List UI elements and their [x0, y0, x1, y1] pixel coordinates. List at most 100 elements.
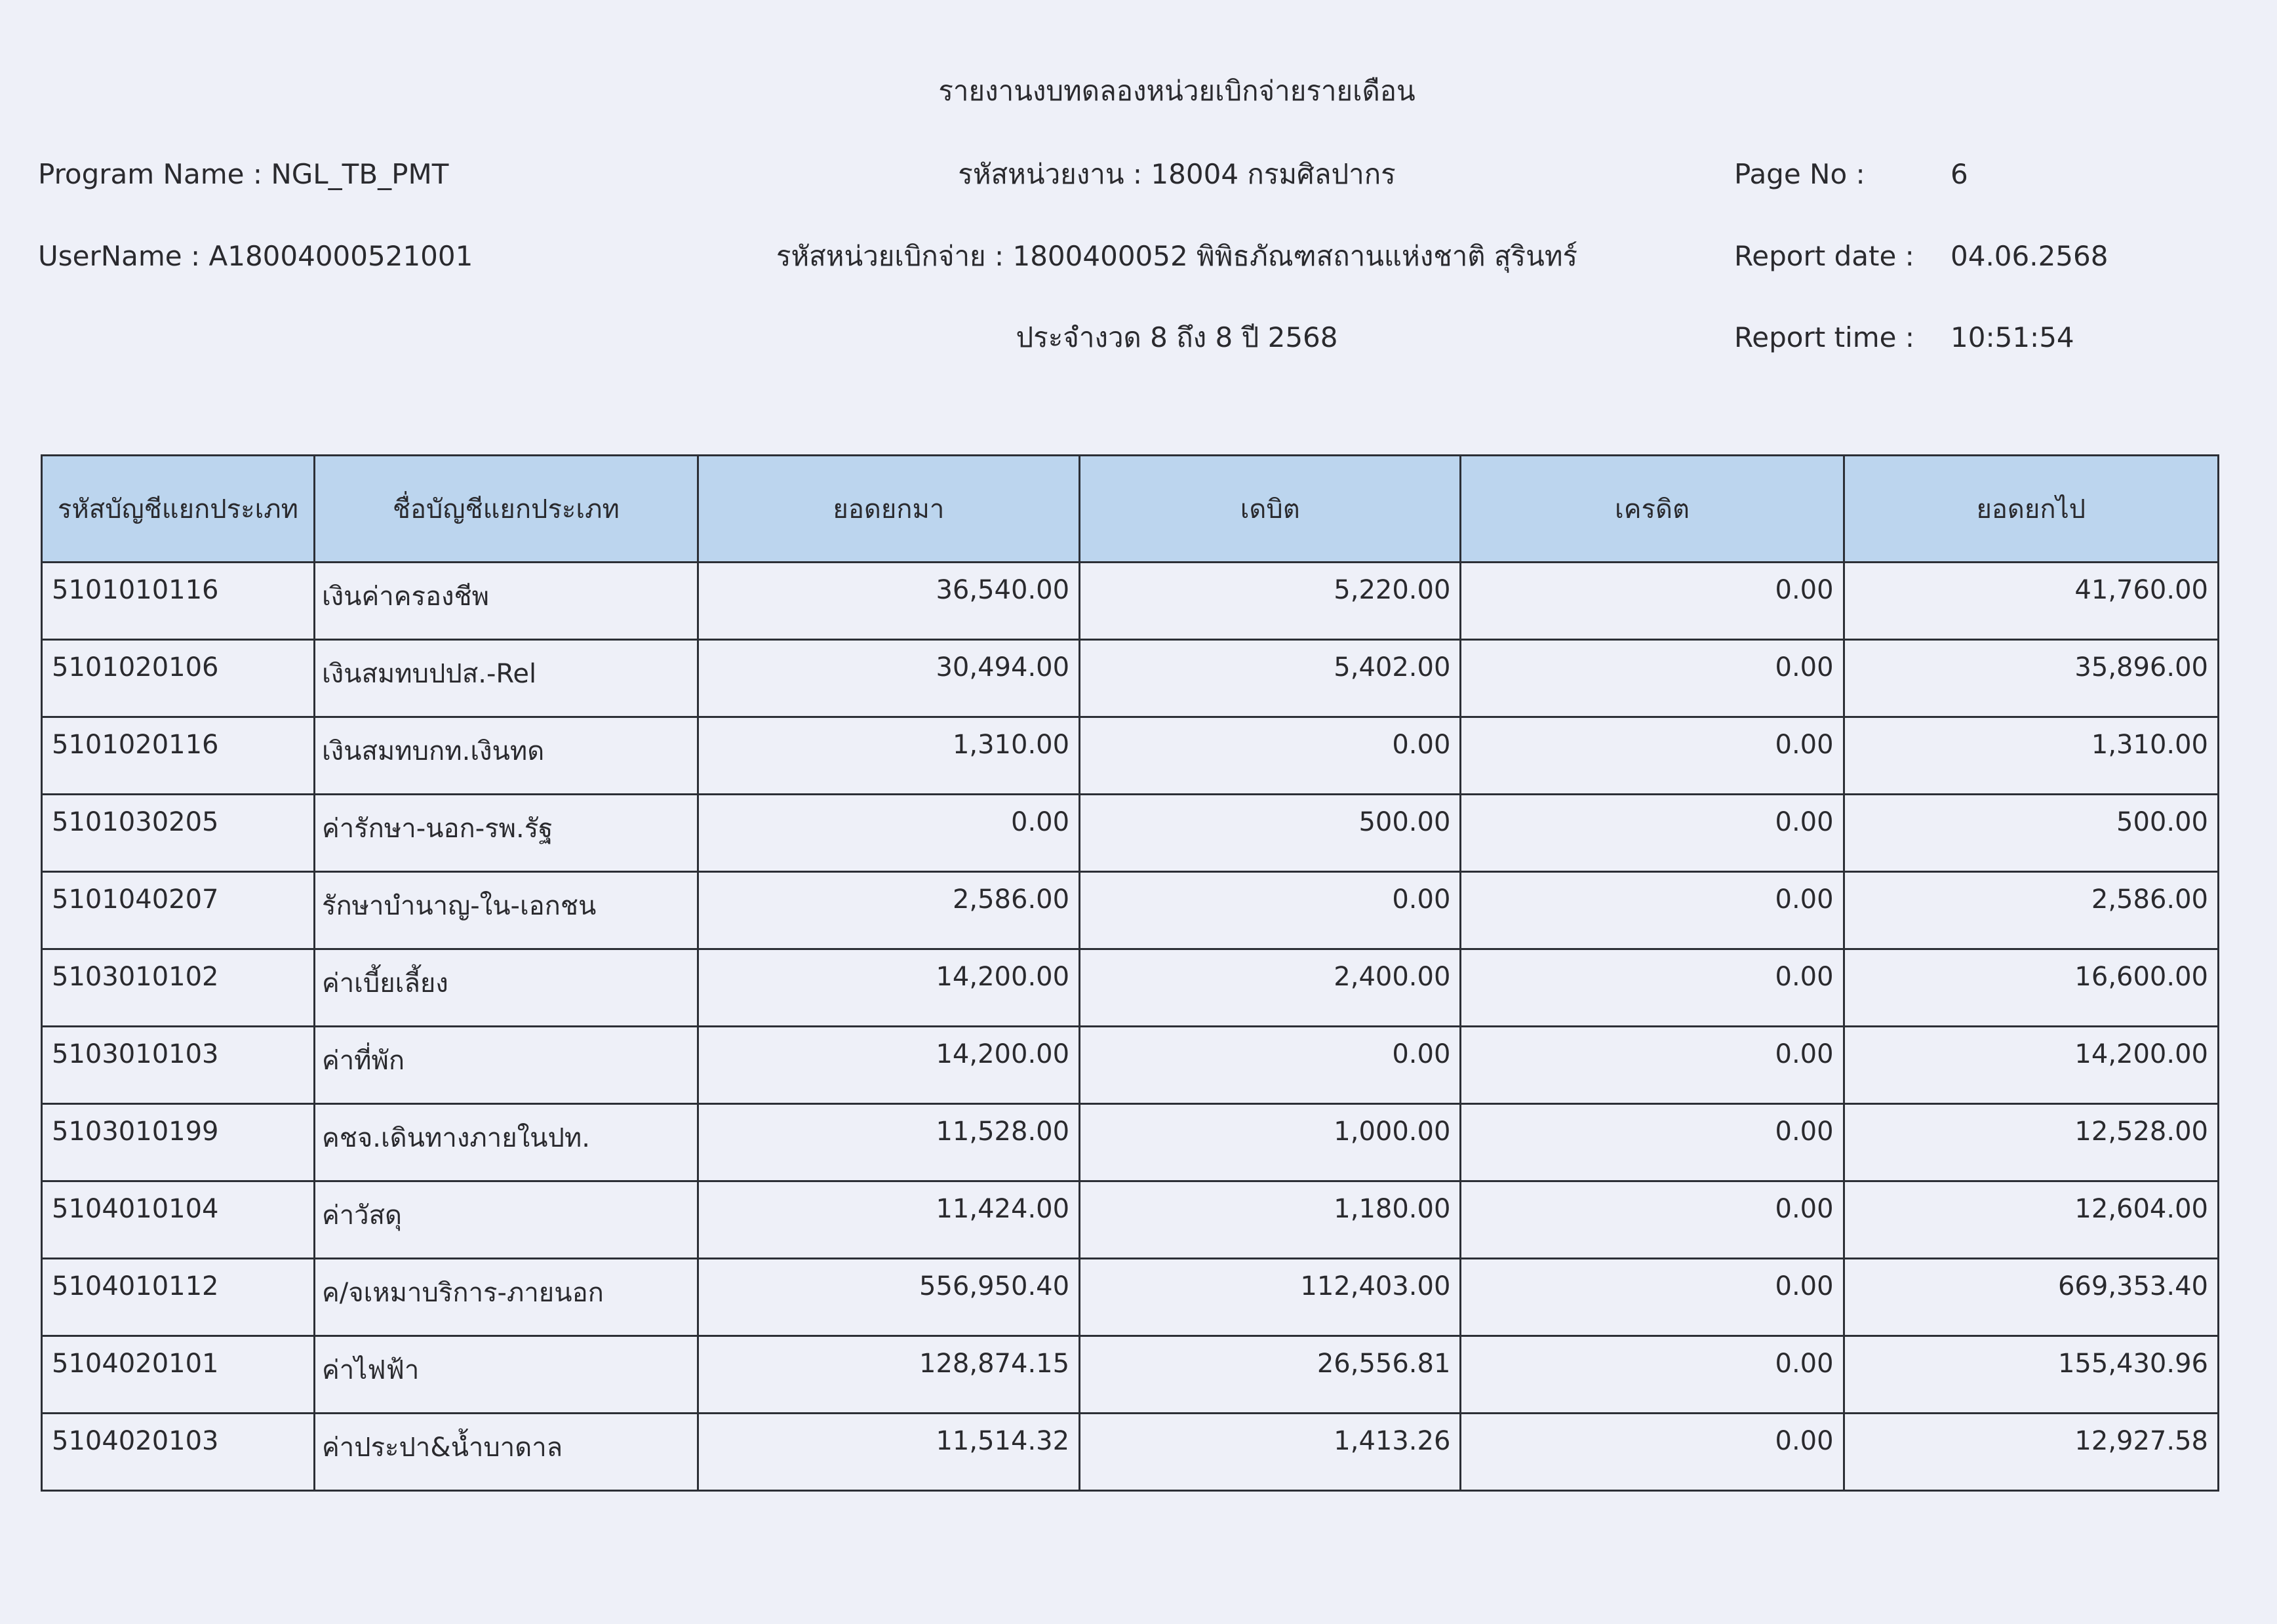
cell-account-name: ค/จเหมาบริการ-ภายนอก	[313, 1258, 699, 1337]
cell-closing-balance: 12,927.58	[1842, 1412, 2220, 1492]
cell-account-name: ค่ารักษา-นอก-รพ.รัฐ	[313, 793, 699, 873]
table-row: 5103010102 ค่าเบี้ยเลี้ยง 14,200.00 2,400.0…	[41, 948, 2220, 1027]
cell-closing-balance: 500.00	[1842, 793, 2220, 873]
col-account-code: รหัสบัญชีแยกประเภท	[41, 454, 315, 563]
cell-debit: 1,180.00	[1079, 1180, 1462, 1259]
cell-opening-balance: 11,424.00	[696, 1180, 1081, 1259]
cell-account-name: คชจ.เดินทางภายในปท.	[313, 1103, 699, 1182]
cell-debit: 1,000.00	[1079, 1103, 1462, 1182]
cell-credit: 0.00	[1459, 639, 1845, 718]
cell-account-code: 5103010199	[41, 1103, 315, 1182]
cell-account-name: ค่าเบี้ยเลี้ยง	[313, 948, 699, 1027]
cell-closing-balance: 41,760.00	[1842, 561, 2220, 641]
cell-credit: 0.00	[1459, 793, 1845, 873]
cell-credit: 0.00	[1459, 1180, 1845, 1259]
cell-account-code: 5101020116	[41, 716, 315, 795]
table-row: 5104010104 ค่าวัสดุ 11,424.00 1,180.00 0.00 1…	[41, 1180, 2220, 1259]
cell-debit: 500.00	[1079, 793, 1462, 873]
cell-debit: 26,556.81	[1079, 1335, 1462, 1414]
cell-account-name: เงินสมทบปปส.-Rel	[313, 639, 699, 718]
cell-account-name: ค่าที่พัก	[313, 1025, 699, 1105]
program-name: Program Name : NGL_TB_PMT	[38, 158, 449, 190]
cell-account-name: รักษาบำนาญ-ใน-เอกชน	[313, 871, 699, 950]
cell-closing-balance: 12,528.00	[1842, 1103, 2220, 1182]
col-closing-balance: ยอดยกไป	[1842, 454, 2220, 563]
cell-account-code: 5101020106	[41, 639, 315, 718]
table-row: 5103010199 คชจ.เดินทางภายในปท. 11,528.00 1,…	[41, 1103, 2220, 1182]
cell-debit: 0.00	[1079, 716, 1462, 795]
cell-account-name: เงินค่าครองชีพ	[313, 561, 699, 641]
cell-opening-balance: 30,494.00	[696, 639, 1081, 718]
cell-opening-balance: 1,310.00	[696, 716, 1081, 795]
report-time-label: Report time :	[1734, 321, 1914, 353]
table-row: 5101010116 เงินค่าครองชีพ 36,540.00 5,220.0…	[41, 561, 2220, 641]
cell-credit: 0.00	[1459, 1335, 1845, 1414]
cell-debit: 1,413.26	[1079, 1412, 1462, 1492]
table-row: 5104020101 ค่าไฟฟ้า 128,874.15 26,556.81 0.0…	[41, 1335, 2220, 1414]
cell-opening-balance: 128,874.15	[696, 1335, 1081, 1414]
cell-closing-balance: 1,310.00	[1842, 716, 2220, 795]
cell-debit: 0.00	[1079, 1025, 1462, 1105]
agency-code: รหัสหน่วยงาน : 18004 กรมศิลปากร	[958, 158, 1396, 190]
cell-closing-balance: 669,353.40	[1842, 1258, 2220, 1337]
cell-opening-balance: 2,586.00	[696, 871, 1081, 950]
cell-opening-balance: 36,540.00	[696, 561, 1081, 641]
cell-closing-balance: 35,896.00	[1842, 639, 2220, 718]
cell-account-code: 5101040207	[41, 871, 315, 950]
table-row: 5103010103 ค่าที่พัก 14,200.00 0.00 0.00 14,2…	[41, 1025, 2220, 1105]
cell-closing-balance: 155,430.96	[1842, 1335, 2220, 1414]
report-date: 04.06.2568	[1950, 240, 2109, 272]
trial-balance-table: รหัสบัญชีแยกประเภท ชื่อบัญชีแยกประเภท ยอ…	[41, 454, 2220, 1492]
username: UserName : A18004000521001	[38, 240, 473, 272]
table-row: 5104010112 ค/จเหมาบริการ-ภายนอก 556,950.40…	[41, 1258, 2220, 1337]
cell-credit: 0.00	[1459, 871, 1845, 950]
col-debit: เดบิต	[1079, 454, 1462, 563]
cell-credit: 0.00	[1459, 1412, 1845, 1492]
cell-opening-balance: 0.00	[696, 793, 1081, 873]
cell-closing-balance: 12,604.00	[1842, 1180, 2220, 1259]
report-title: รายงานงบทดลองหน่วยเบิกจ่ายรายเดือน	[938, 75, 1416, 107]
table-row: 5101040207 รักษาบำนาญ-ใน-เอกชน 2,586.00 0.0…	[41, 871, 2220, 950]
cell-opening-balance: 14,200.00	[696, 1025, 1081, 1105]
cell-closing-balance: 14,200.00	[1842, 1025, 2220, 1105]
col-credit: เครดิต	[1459, 454, 1845, 563]
cell-debit: 0.00	[1079, 871, 1462, 950]
cell-account-code: 5101010116	[41, 561, 315, 641]
col-opening-balance: ยอดยกมา	[696, 454, 1081, 563]
cell-closing-balance: 2,586.00	[1842, 871, 2220, 950]
table-header-row: รหัสบัญชีแยกประเภท ชื่อบัญชีแยกประเภท ยอ…	[41, 454, 2220, 563]
cell-opening-balance: 14,200.00	[696, 948, 1081, 1027]
cell-account-code: 5103010103	[41, 1025, 315, 1105]
table-row: 5101030205 ค่ารักษา-นอก-รพ.รัฐ 0.00 500.00 0…	[41, 793, 2220, 873]
table-row: 5104020103 ค่าประปา&น้ำบาดาล 11,514.32 1,41…	[41, 1412, 2220, 1492]
cell-opening-balance: 11,514.32	[696, 1412, 1081, 1492]
cell-credit: 0.00	[1459, 1025, 1845, 1105]
cell-credit: 0.00	[1459, 1103, 1845, 1182]
page-no: 6	[1950, 158, 1968, 190]
report-date-label: Report date :	[1734, 240, 1914, 272]
cell-account-name: ค่าไฟฟ้า	[313, 1335, 699, 1414]
cell-credit: 0.00	[1459, 948, 1845, 1027]
cell-debit: 5,402.00	[1079, 639, 1462, 718]
cell-credit: 0.00	[1459, 1258, 1845, 1337]
cell-opening-balance: 556,950.40	[696, 1258, 1081, 1337]
cell-closing-balance: 16,600.00	[1842, 948, 2220, 1027]
table-row: 5101020106 เงินสมทบปปส.-Rel 30,494.00 5,402…	[41, 639, 2220, 718]
cell-account-code: 5104020103	[41, 1412, 315, 1492]
report-time: 10:51:54	[1950, 321, 2074, 353]
cell-debit: 2,400.00	[1079, 948, 1462, 1027]
cell-account-code: 5104010104	[41, 1180, 315, 1259]
cell-account-code: 5104010112	[41, 1258, 315, 1337]
report-period: ประจำงวด 8 ถึง 8 ปี 2568	[1016, 321, 1338, 353]
cell-credit: 0.00	[1459, 716, 1845, 795]
cell-opening-balance: 11,528.00	[696, 1103, 1081, 1182]
cell-account-code: 5101030205	[41, 793, 315, 873]
cell-debit: 5,220.00	[1079, 561, 1462, 641]
disbursement-unit: รหัสหน่วยเบิกจ่าย : 1800400052 พิพิธภัณฑ…	[776, 240, 1578, 272]
table-row: 5101020116 เงินสมทบกท.เงินทด 1,310.00 0.00 0…	[41, 716, 2220, 795]
cell-debit: 112,403.00	[1079, 1258, 1462, 1337]
cell-account-name: ค่าประปา&น้ำบาดาล	[313, 1412, 699, 1492]
cell-account-name: ค่าวัสดุ	[313, 1180, 699, 1259]
col-account-name: ชื่อบัญชีแยกประเภท	[313, 454, 699, 563]
cell-account-code: 5104020101	[41, 1335, 315, 1414]
